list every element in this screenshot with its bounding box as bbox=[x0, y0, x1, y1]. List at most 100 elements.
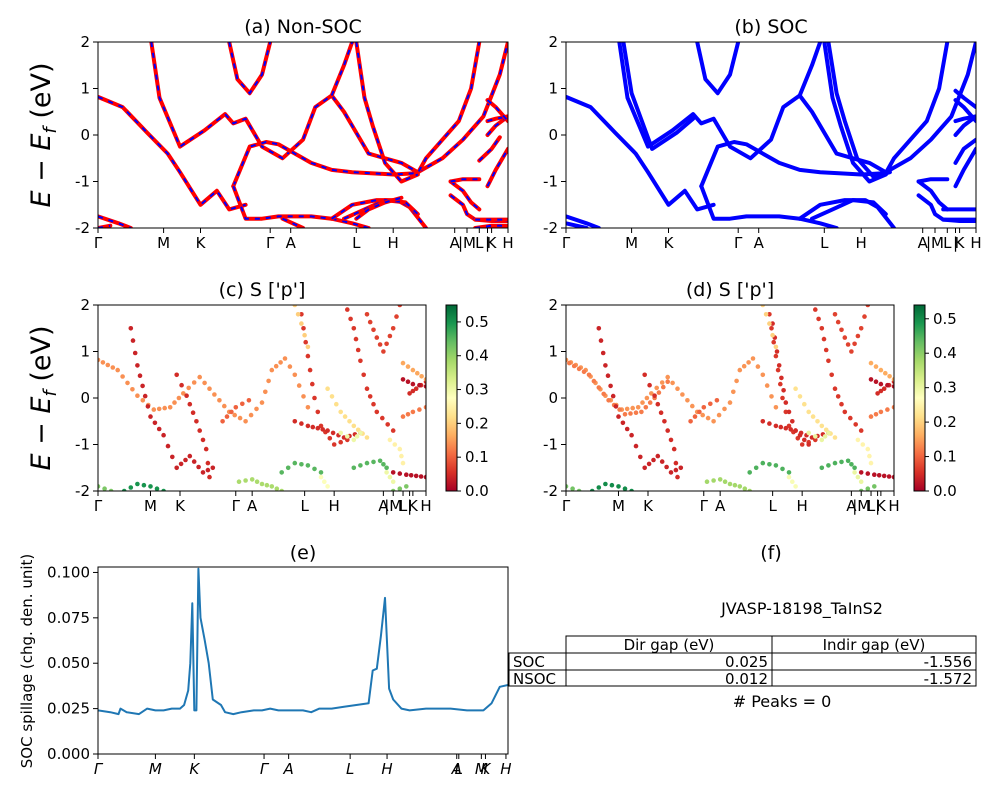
point-d-3-6 bbox=[665, 428, 670, 433]
xtick-label-d-7: A bbox=[846, 497, 857, 515]
point-c-3-10 bbox=[327, 436, 333, 441]
point-d-1-11 bbox=[622, 412, 628, 417]
xtick-label-b-0: Γ bbox=[562, 234, 571, 252]
point-c-1-2 bbox=[132, 350, 138, 356]
xtick-label-a-1: M bbox=[157, 234, 170, 252]
ytick-label-a-1: -1 bbox=[75, 173, 90, 191]
point-d-2-19 bbox=[664, 464, 669, 470]
point-d-4-0 bbox=[767, 312, 772, 317]
point-d-5-12 bbox=[806, 442, 811, 447]
point-c-6-9 bbox=[394, 314, 399, 319]
point-c-10-1 bbox=[102, 486, 107, 491]
point-d-18-2 bbox=[858, 479, 864, 485]
point-d-0-36 bbox=[741, 363, 747, 369]
xtick-label-e-7: A bbox=[451, 760, 462, 778]
point-c-1-15 bbox=[178, 461, 184, 467]
point-d-0-24 bbox=[685, 398, 690, 403]
point-d-11-1 bbox=[813, 434, 818, 439]
point-d-7-13 bbox=[858, 428, 864, 433]
point-c-12-3 bbox=[254, 479, 260, 485]
point-c-15-4 bbox=[377, 458, 383, 464]
point-c-6-6 bbox=[384, 341, 389, 347]
point-c-24-5 bbox=[246, 398, 252, 403]
point-c-0-21 bbox=[202, 380, 207, 386]
xtick-label-d-6: H bbox=[797, 497, 808, 515]
ytick-label-a-4: 2 bbox=[80, 33, 90, 51]
xtick-label-a-4: A bbox=[286, 234, 297, 252]
point-d-1-19 bbox=[661, 384, 666, 390]
point-c-11-4 bbox=[148, 484, 153, 489]
point-d-0-19 bbox=[659, 380, 665, 385]
point-c-13-6 bbox=[318, 470, 324, 475]
point-c-13-0 bbox=[279, 470, 285, 475]
point-c-5-12 bbox=[385, 422, 391, 427]
band-b-0 bbox=[566, 94, 716, 212]
point-d-24-3 bbox=[876, 473, 882, 478]
point-d-7-5 bbox=[826, 358, 831, 364]
table-header-2: Indir gap (eV) bbox=[823, 636, 926, 654]
point-d-2-3 bbox=[603, 363, 608, 368]
xtick-label-a-11: K bbox=[487, 234, 498, 252]
point-d-14-0 bbox=[704, 479, 710, 485]
point-d-25-0 bbox=[858, 488, 864, 491]
band-dash-a-2 bbox=[228, 42, 272, 95]
point-c-4-7 bbox=[330, 430, 336, 436]
point-d-2-1 bbox=[598, 338, 604, 343]
ytick-label-e-4: 0.100 bbox=[47, 563, 90, 581]
point-c-0-22 bbox=[207, 386, 212, 392]
point-d-2-2 bbox=[600, 350, 606, 356]
xtick-label-c-7: A bbox=[378, 497, 389, 515]
point-c-0-34 bbox=[266, 378, 271, 384]
point-c-20-4 bbox=[423, 384, 426, 389]
point-c-6-3 bbox=[374, 335, 380, 340]
point-d-1-10 bbox=[617, 407, 622, 412]
band-b-12 bbox=[916, 177, 950, 184]
point-d-24-0 bbox=[858, 470, 864, 475]
point-c-0-43 bbox=[305, 405, 311, 410]
point-d-3-5 bbox=[662, 419, 667, 424]
point-c-22-0 bbox=[390, 470, 396, 475]
point-c-22-2 bbox=[404, 472, 409, 478]
point-d-17-2 bbox=[832, 460, 838, 466]
series-group-d bbox=[566, 305, 894, 491]
table-header-1: Dir gap (eV) bbox=[624, 636, 715, 654]
point-d-3-3 bbox=[655, 401, 661, 407]
point-d-2-13 bbox=[638, 454, 643, 460]
band-b-23 bbox=[826, 42, 892, 179]
ylabel-row2: E − Ef (eV) bbox=[26, 326, 61, 471]
point-d-8-3 bbox=[842, 335, 848, 340]
point-c-0-15 bbox=[172, 400, 177, 405]
point-d-6-7 bbox=[798, 430, 804, 436]
ytick-label-c-2: 0 bbox=[80, 389, 90, 407]
xtick-label-d-3: Γ bbox=[700, 497, 709, 515]
point-c-13-1 bbox=[285, 465, 291, 471]
point-d-23-2 bbox=[878, 367, 884, 373]
ylabel-row1-main: E − E bbox=[26, 134, 57, 208]
band-b-2 bbox=[621, 42, 696, 151]
band-b-8 bbox=[566, 214, 601, 228]
point-d-16-1 bbox=[790, 479, 795, 485]
point-c-6-8 bbox=[390, 326, 396, 331]
point-d-13-1 bbox=[596, 485, 602, 490]
point-d-20-3 bbox=[885, 407, 890, 412]
point-d-5-11 bbox=[802, 437, 807, 443]
point-d-4-8 bbox=[786, 423, 792, 429]
point-c-5-4 bbox=[355, 347, 361, 353]
xtick-label-d-4: A bbox=[715, 497, 726, 515]
point-d-0-15 bbox=[640, 400, 645, 405]
xtick-label-a-7: A bbox=[450, 234, 461, 252]
xtick-label-a-9: L bbox=[475, 234, 484, 252]
point-c-22-6 bbox=[423, 474, 426, 480]
point-c-12-0 bbox=[236, 479, 242, 485]
band-dash-a-13 bbox=[450, 178, 480, 183]
band-a-9 bbox=[98, 214, 133, 228]
band-b-3 bbox=[695, 42, 741, 96]
point-d-0-39 bbox=[755, 364, 761, 369]
xtick-label-b-1: M bbox=[625, 234, 638, 252]
point-c-17-2 bbox=[397, 446, 403, 452]
ytick-label-d-3: 1 bbox=[548, 343, 558, 361]
table-indir-gap-0: -1.556 bbox=[924, 653, 972, 671]
point-d-13-4 bbox=[616, 484, 621, 489]
